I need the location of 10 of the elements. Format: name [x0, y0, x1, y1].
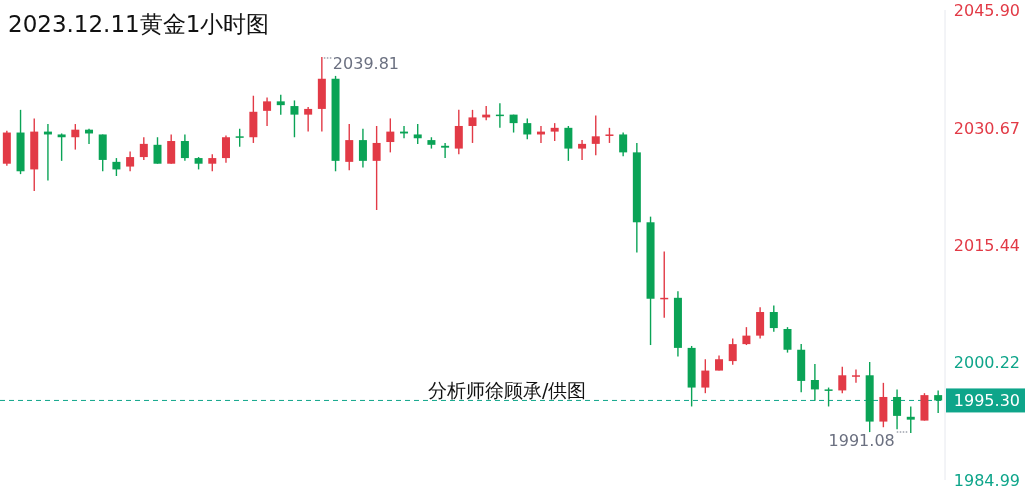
- chart-title: 2023.12.11黄金1小时图: [8, 11, 270, 37]
- y-tick-label: 2045.90: [953, 1, 1020, 20]
- annotation: 分析师徐顾承/供图: [428, 379, 587, 401]
- y-tick-label: 2030.67: [953, 118, 1020, 138]
- y-tick-label: 1984.99: [953, 471, 1020, 490]
- annotation: 1991.08: [828, 431, 895, 451]
- y-tick-label: 2015.44: [953, 236, 1020, 256]
- y-tick-label: 2000.22: [953, 353, 1020, 373]
- annotation: 2039.81: [332, 53, 400, 73]
- ref-line-label: 1995.30: [953, 391, 1020, 411]
